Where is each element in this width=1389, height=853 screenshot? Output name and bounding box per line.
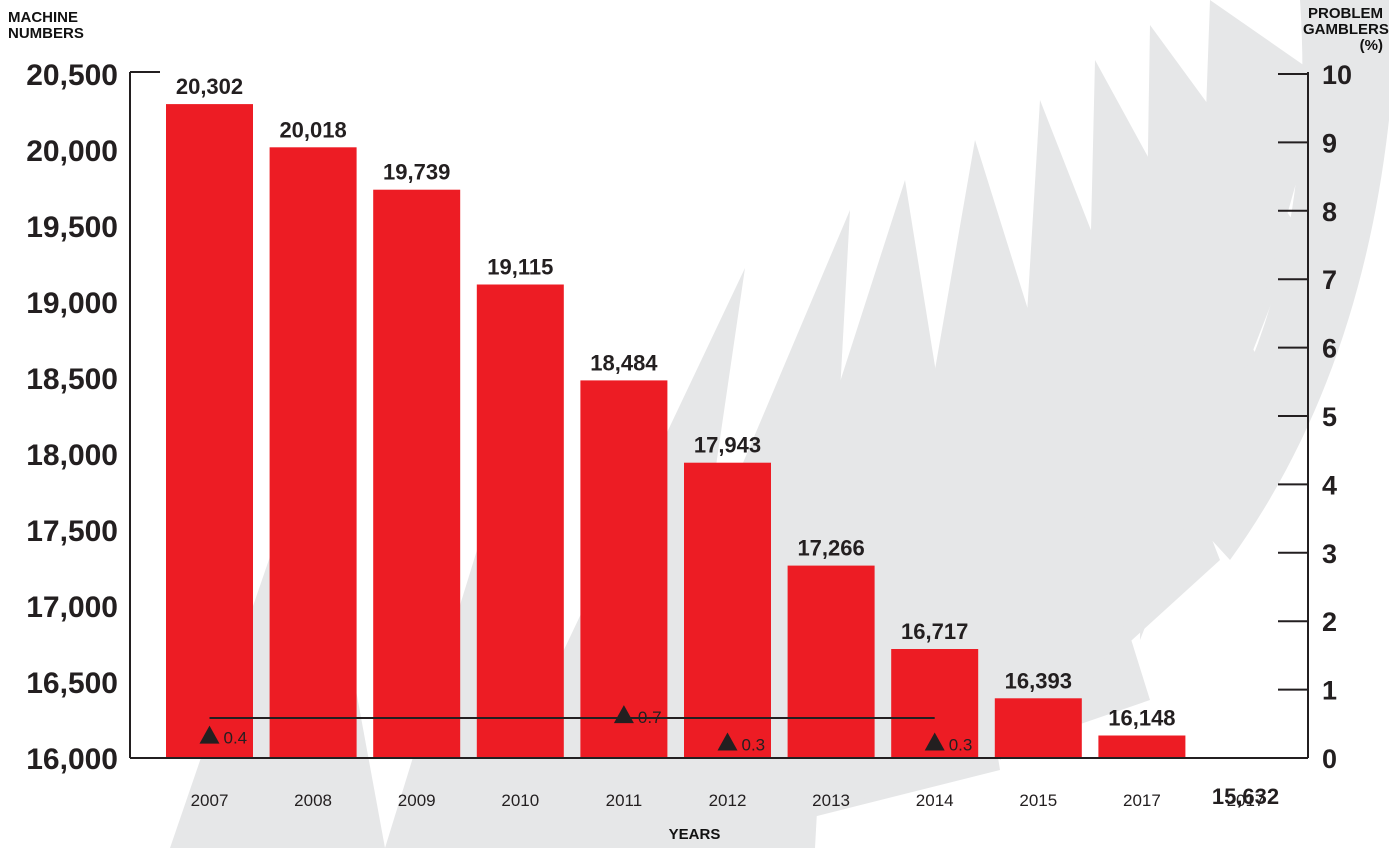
y-tick-label-right: 9 [1322, 128, 1337, 158]
y-tick-label-right: 6 [1322, 334, 1337, 364]
x-axis-title: YEARS [668, 826, 721, 843]
bar-value-label: 15,632 [1212, 784, 1279, 809]
bar-value-label: 20,302 [176, 74, 243, 99]
bar-value-label: 17,943 [694, 433, 761, 458]
problem-gambler-label: 0.7 [638, 708, 662, 727]
x-tick-label: 2017 [1123, 791, 1161, 810]
problem-gambler-label: 0.3 [742, 736, 766, 755]
problem-gambler-marker [924, 732, 945, 751]
x-tick-label: 2013 [812, 791, 850, 810]
y-tick-label-right: 2 [1322, 607, 1337, 637]
y-tick-label-left: 20,000 [26, 135, 118, 168]
y-axis-title-left: MACHINE NUMBERS [8, 9, 84, 42]
x-tick-label: 2007 [191, 791, 229, 810]
y-tick-label-left: 16,000 [26, 743, 118, 776]
problem-gambler-label: 0.4 [224, 729, 248, 748]
bar [1098, 735, 1186, 758]
x-tick-label: 2014 [916, 791, 954, 810]
x-tick-label: 2012 [709, 791, 747, 810]
bar [994, 698, 1082, 758]
problem-gambler-marker [199, 725, 220, 744]
y-tick-label-left: 20,500 [26, 59, 118, 92]
watermark-stripe [1190, 0, 1325, 560]
bar-value-label: 16,148 [1108, 706, 1175, 731]
y-tick-label-right: 4 [1322, 470, 1337, 500]
x-tick-label: 2010 [501, 791, 539, 810]
y-tick-label-right: 5 [1322, 402, 1337, 432]
y-tick-label-right: 10 [1322, 60, 1352, 90]
bar [580, 380, 668, 758]
problem-gambler-label: 0.3 [949, 736, 973, 755]
x-tick-label: 2015 [1019, 791, 1057, 810]
y-tick-label-left: 17,500 [26, 515, 118, 548]
y-tick-label-left: 16,500 [26, 667, 118, 700]
y-tick-label-left: 19,500 [26, 211, 118, 244]
problem-gambler-marker [717, 732, 738, 751]
x-tick-label: 2009 [398, 791, 436, 810]
problem-gambler-marker [613, 705, 634, 724]
y-tick-label-left: 17,000 [26, 591, 118, 624]
bar-value-label: 20,018 [279, 117, 346, 142]
bar [373, 189, 461, 758]
bar [269, 147, 357, 759]
x-tick-label: 2008 [294, 791, 332, 810]
bar-value-label: 16,717 [901, 619, 968, 644]
y-tick-label-right: 3 [1322, 539, 1337, 569]
y-tick-label-right: 1 [1322, 676, 1337, 706]
y-tick-label-right: 7 [1322, 265, 1337, 295]
bar [166, 104, 253, 759]
y-axis-title-right: PROBLEM GAMBLERS (%) [1303, 5, 1389, 54]
bar-value-label: 19,115 [487, 255, 553, 280]
bar-value-label: 18,484 [590, 350, 658, 375]
bar [787, 565, 875, 758]
bar-value-label: 19,739 [383, 160, 450, 185]
y-tick-label-left: 18,000 [26, 439, 118, 472]
bar-value-label: 16,393 [1005, 668, 1072, 693]
y-tick-label-left: 18,500 [26, 363, 118, 396]
bar [476, 284, 564, 758]
y-tick-label-right: 0 [1322, 744, 1337, 774]
bar [684, 462, 771, 758]
x-tick-label: 2011 [606, 791, 643, 810]
x-tick-label: 2017 [1227, 791, 1265, 810]
y-tick-label-right: 8 [1322, 197, 1337, 227]
bar-value-label: 17,266 [797, 536, 864, 561]
y-tick-label-left: 19,000 [26, 287, 118, 320]
